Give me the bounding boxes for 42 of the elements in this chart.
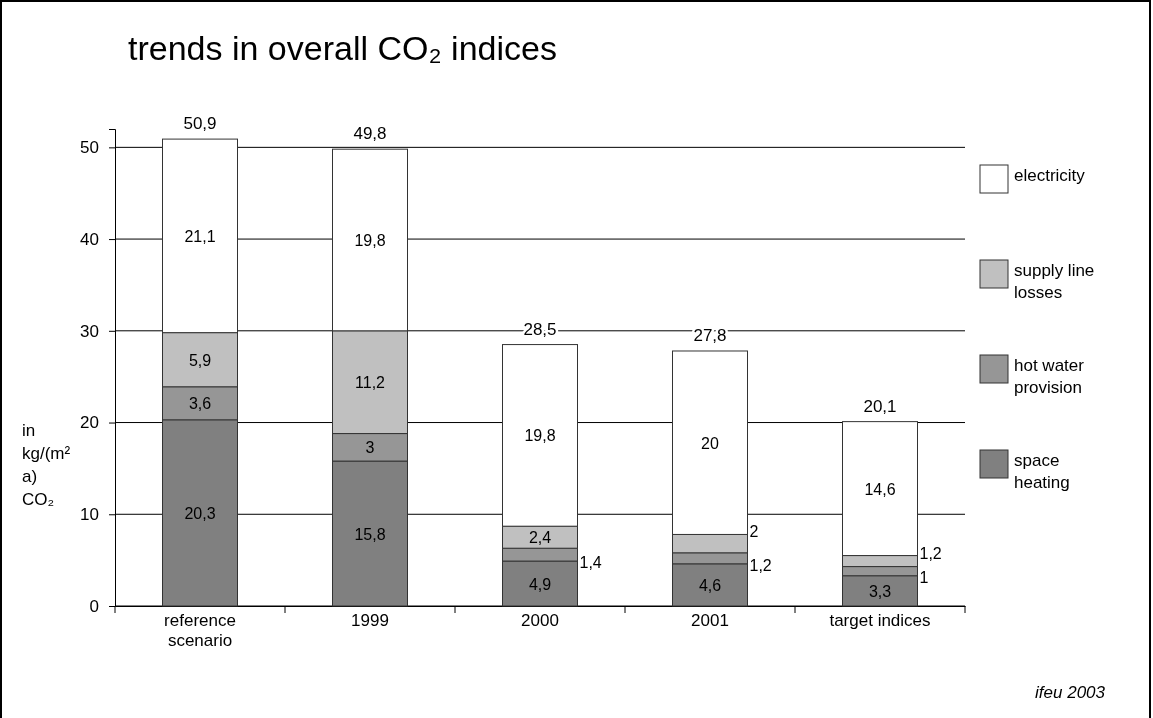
data-label: 15,8	[354, 525, 386, 543]
legend-label: supply line losses	[1014, 261, 1095, 303]
data-label: 1,2	[919, 544, 942, 562]
data-label: 4,9	[528, 575, 552, 593]
data-label: 1	[919, 568, 929, 586]
data-label: 3,3	[868, 582, 892, 600]
data-label: 4,6	[698, 576, 722, 594]
data-label: 3	[365, 439, 375, 457]
y-axis-title: in kg/(m² a) CO₂	[22, 421, 71, 509]
x-tick-label: 2001	[691, 611, 729, 631]
data-label: 1,2	[749, 556, 772, 574]
x-tick-label: 2000	[521, 611, 559, 631]
legend-label: space heating	[1014, 451, 1070, 493]
total-label: 50,9	[183, 114, 217, 134]
y-tick-label: 50	[80, 138, 99, 158]
y-tick-label: 20	[80, 413, 99, 433]
data-label: 20,3	[184, 504, 216, 522]
text: ifeu 2003	[1035, 683, 1106, 702]
total-label: 49,8	[353, 124, 387, 144]
data-label: 1,4	[579, 554, 602, 572]
data-label: 2,4	[528, 529, 552, 547]
legend-label: hot water provision	[1014, 356, 1085, 398]
data-label: 20	[701, 434, 719, 452]
x-tick-label: target indices	[829, 611, 931, 631]
total-label: 20,1	[863, 396, 897, 416]
data-label: 11,2	[355, 374, 386, 392]
data-label: 21,1	[184, 227, 216, 245]
x-tick-label: 1999	[351, 611, 389, 631]
data-label: 14,6	[864, 480, 896, 498]
y-tick-label: 0	[89, 596, 99, 616]
data-label: 5,9	[188, 351, 212, 369]
y-tick-label: 10	[80, 505, 99, 525]
data-label: 3,6	[188, 395, 212, 413]
y-tick-label: 40	[80, 230, 99, 250]
chart-title: trends in overall CO₂ indices	[128, 29, 557, 67]
data-label: 19,8	[354, 231, 386, 249]
x-tick-label: reference scenario	[164, 611, 236, 651]
data-label: 19,8	[524, 427, 556, 445]
y-tick-label: 30	[80, 321, 99, 341]
legend-label: electricity	[1014, 166, 1086, 185]
total-label: 27,8	[693, 325, 727, 345]
data-label: 2	[749, 523, 759, 541]
